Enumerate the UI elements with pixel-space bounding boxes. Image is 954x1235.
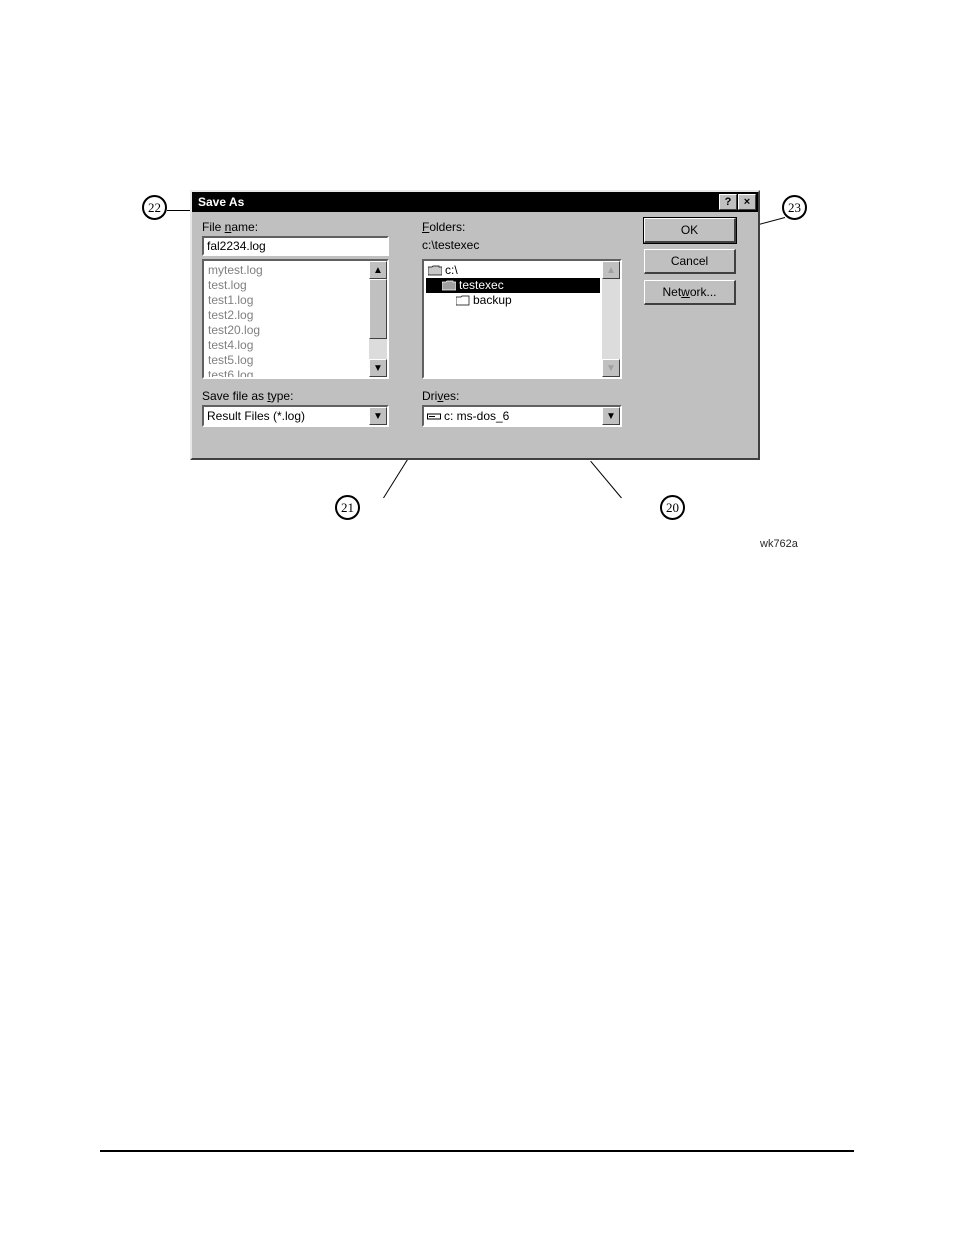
file-item[interactable]: test6.log [208, 368, 365, 377]
callout-23: 23 [782, 195, 807, 220]
dialog-title: Save As [198, 195, 244, 209]
ok-button[interactable]: OK [644, 218, 736, 243]
scroll-up-icon: ▲ [602, 261, 620, 279]
drive-icon [427, 411, 441, 422]
scroll-down-icon: ▼ [602, 359, 620, 377]
save-as-type-label: Save file as type: [202, 389, 293, 403]
figure-reference: wk762a [760, 538, 798, 550]
current-path: c:\testexec [422, 238, 479, 252]
file-item[interactable]: mytest.log [208, 263, 365, 278]
cancel-button[interactable]: Cancel [644, 249, 736, 274]
open-folder-icon [442, 280, 456, 291]
close-button[interactable]: × [738, 194, 756, 210]
drives-label: Drives: [422, 389, 459, 403]
folder-selected[interactable]: testexec [426, 278, 600, 293]
chevron-down-icon[interactable]: ▼ [369, 407, 387, 425]
scroll-thumb[interactable] [369, 279, 387, 339]
open-folder-icon [428, 265, 442, 276]
file-name-input[interactable]: fal2234.log [202, 236, 389, 256]
footer-rule [100, 1150, 854, 1152]
file-list[interactable]: mytest.log test.log test1.log test2.log … [202, 259, 389, 379]
network-button[interactable]: Network... [644, 280, 736, 305]
lead-20 [590, 461, 622, 498]
file-list-scrollbar[interactable]: ▲ ▼ [369, 261, 387, 377]
save-as-dialog: Save As ? × File name: fal2234.log Folde… [190, 190, 760, 460]
file-item[interactable]: test4.log [208, 338, 365, 353]
folder-root[interactable]: c:\ [426, 263, 600, 278]
callout-22: 22 [142, 195, 167, 220]
folder-tree-scrollbar: ▲ ▼ [602, 261, 620, 377]
title-bar[interactable]: Save As ? × [192, 192, 758, 212]
file-item[interactable]: test20.log [208, 323, 365, 338]
file-item[interactable]: test2.log [208, 308, 365, 323]
folders-label: Folders: [422, 220, 465, 234]
scroll-down-icon[interactable]: ▼ [369, 359, 387, 377]
file-item[interactable]: test1.log [208, 293, 365, 308]
file-item[interactable]: test.log [208, 278, 365, 293]
file-item[interactable]: test5.log [208, 353, 365, 368]
folder-child[interactable]: backup [426, 293, 600, 308]
help-button[interactable]: ? [719, 194, 737, 210]
scroll-up-icon[interactable]: ▲ [369, 261, 387, 279]
callout-21: 21 [335, 495, 360, 520]
file-name-label: File name: [202, 220, 258, 234]
folder-tree[interactable]: c:\ testexec backup ▲ ▼ [422, 259, 622, 379]
lead-21 [383, 457, 409, 498]
closed-folder-icon [456, 295, 470, 306]
save-as-type-combo[interactable]: Result Files (*.log) ▼ [202, 405, 389, 427]
callout-20: 20 [660, 495, 685, 520]
drives-combo[interactable]: c: ms-dos_6 ▼ [422, 405, 622, 427]
chevron-down-icon[interactable]: ▼ [602, 407, 620, 425]
